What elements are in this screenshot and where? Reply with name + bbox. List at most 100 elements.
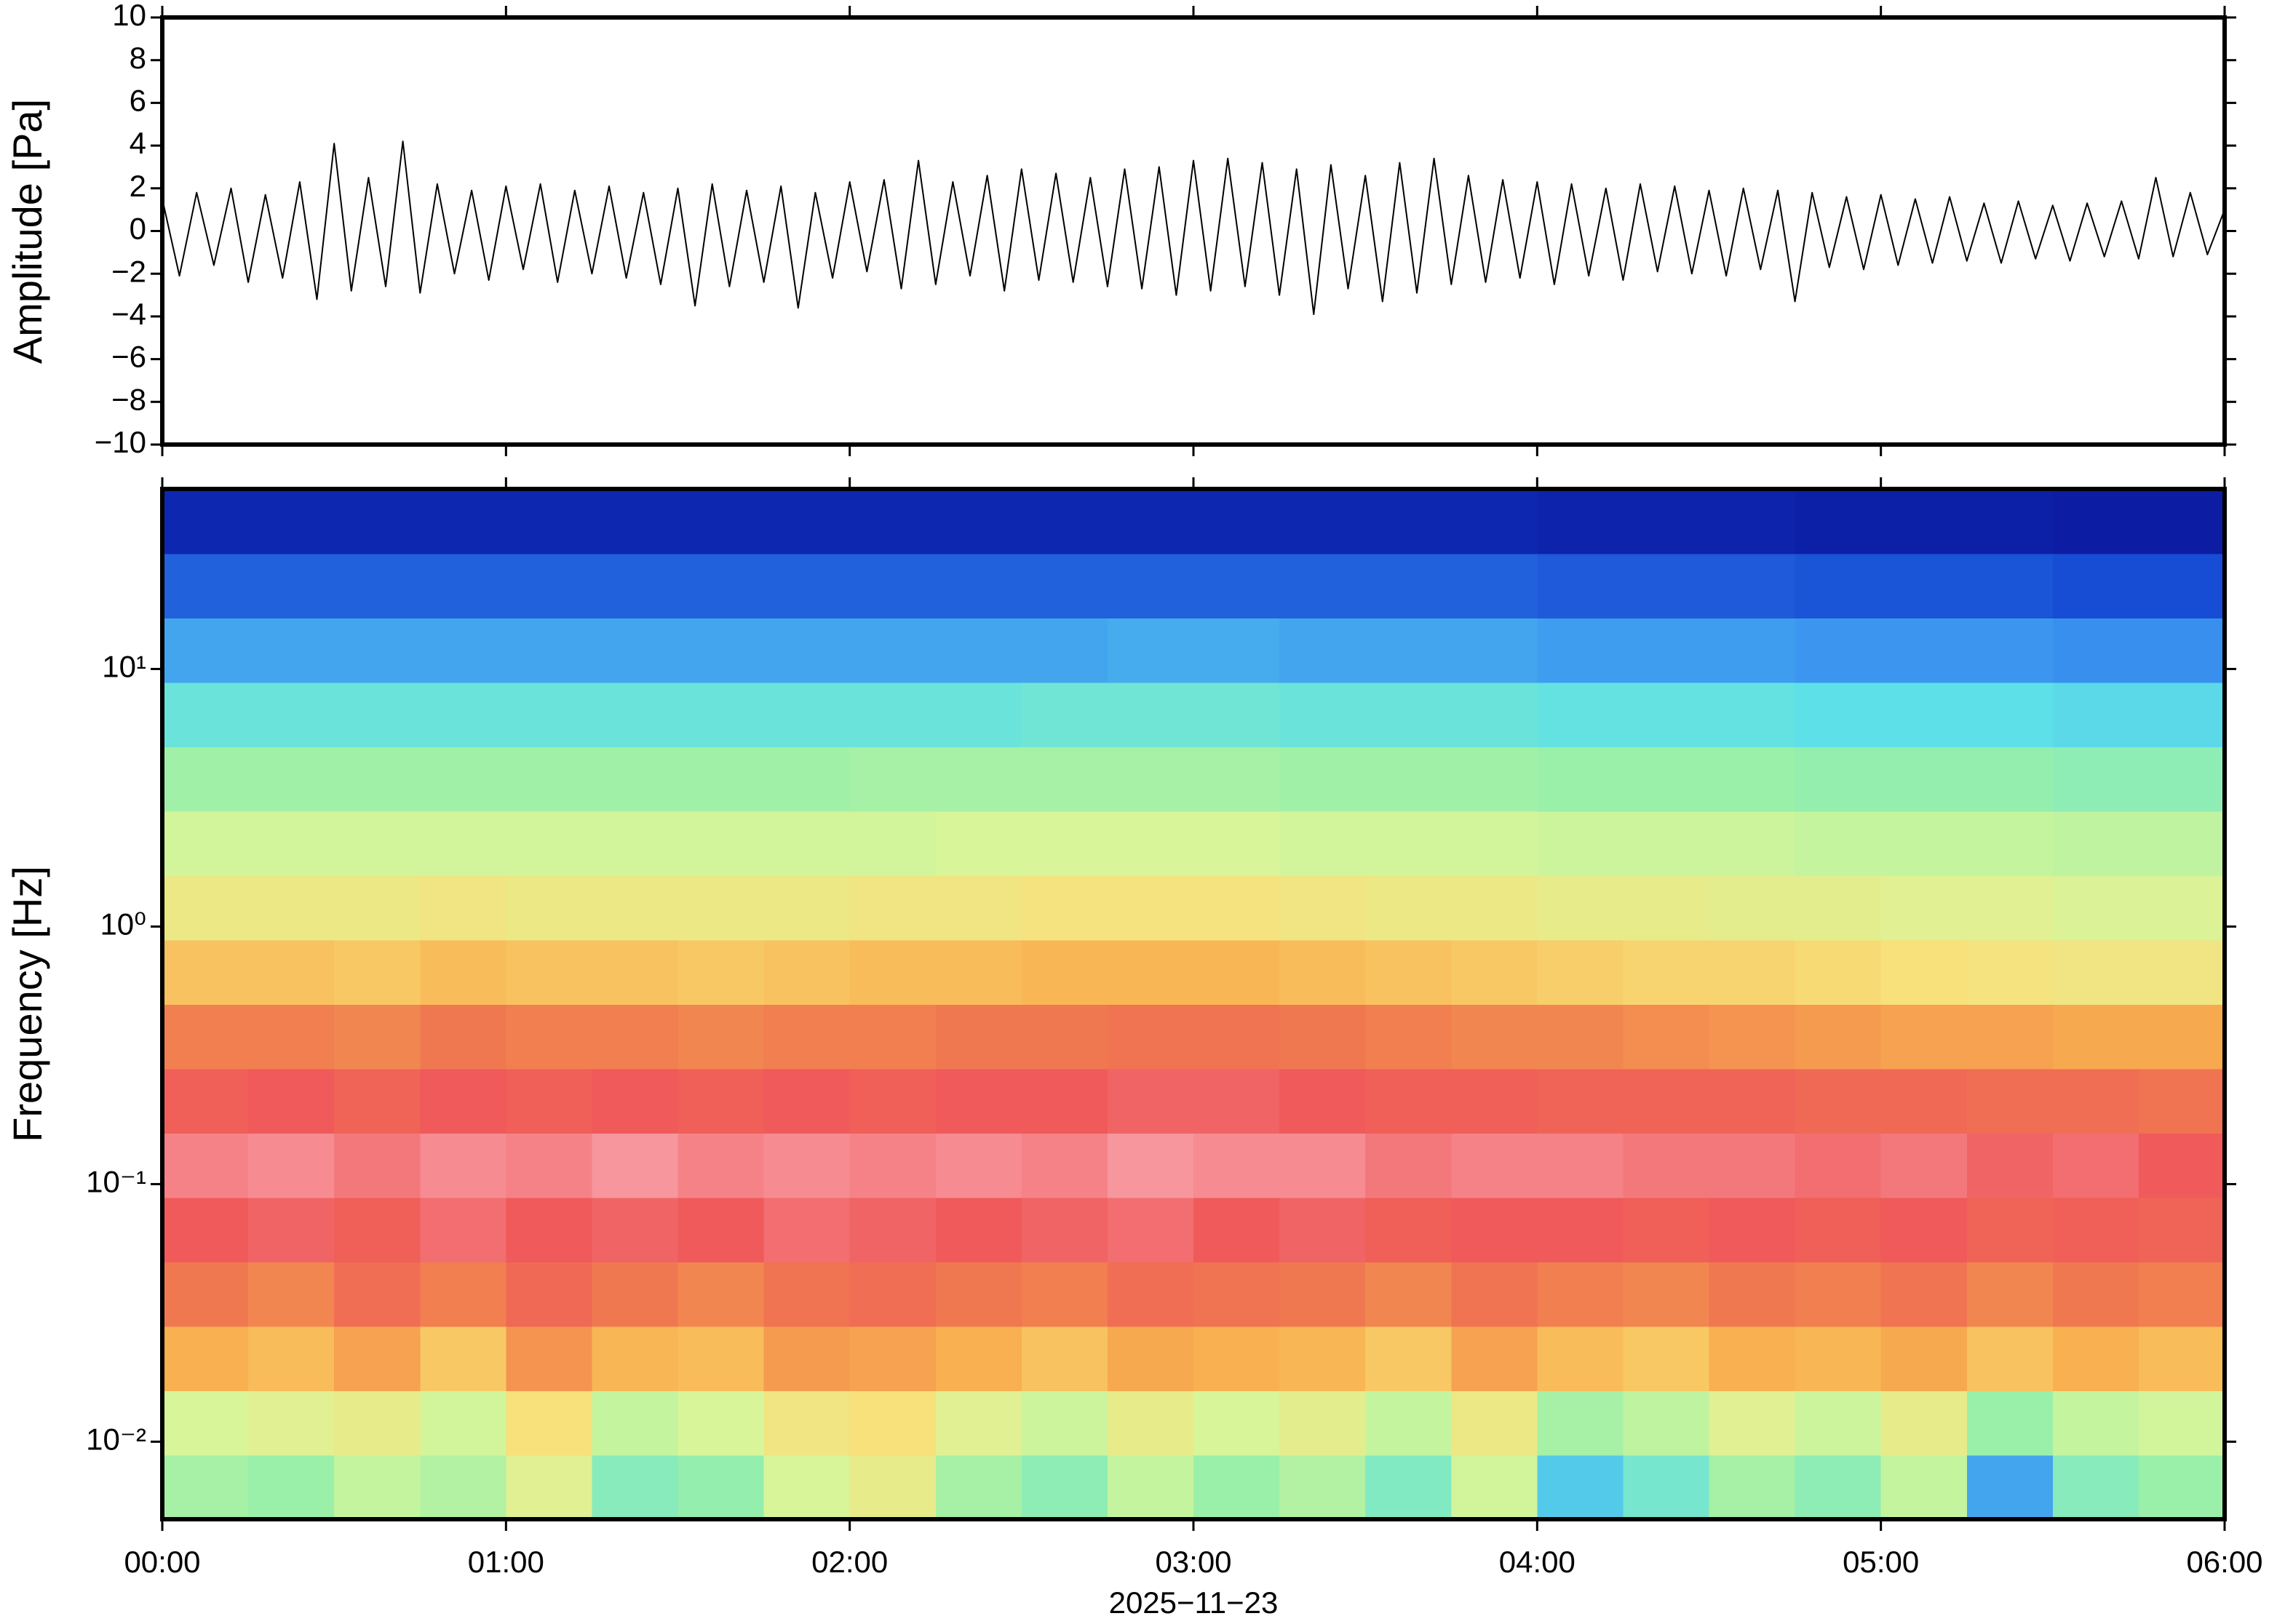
spectrogram-cell [1451,1326,1538,1392]
spectrogram-cell [248,1133,335,1198]
spectrogram-cell [1537,618,1624,683]
spectrogram-cell [248,1390,335,1456]
spectrogram-cell [1021,1004,1108,1070]
spectrogram-cell [2052,1004,2139,1070]
spectrogram-cell [1451,875,1538,941]
spectrogram-cell [935,939,1022,1005]
spectrogram-cell [2138,1262,2225,1327]
spectrogram-cell [1365,682,1453,747]
spectrogram-cell [763,1326,851,1392]
spectrogram-cell [506,489,593,554]
spectrogram-cell [1623,1454,1710,1520]
spectrogram-cell [1537,1133,1624,1198]
spectrogram-cell [1279,682,1367,747]
spectrogram-cell [1021,811,1108,877]
spectrogram-cell [1021,875,1108,941]
spectrogram-cell [1709,939,1796,1005]
y-tick-label: 10⁰ [100,907,146,942]
spectrogram-cell [677,747,765,812]
spectrogram-cell [334,1197,421,1262]
spectrogram-cell [1107,875,1194,941]
spectrogram-cell [2052,553,2139,619]
spectrogram-cell [2052,1197,2139,1262]
spectrogram-cell [248,1197,335,1262]
spectrogram-cell [420,811,507,877]
spectrogram-cell [162,1068,250,1134]
spectrogram-cell [1279,1133,1367,1198]
spectrogram-cell [334,489,421,554]
spectrogram-cell [1795,553,1882,619]
spectrogram-cell [1279,1262,1367,1327]
spectrogram-cell [1537,1068,1624,1134]
spectrogram-cell [1021,1133,1108,1198]
spectrogram-cell [1709,1326,1796,1392]
y-tick-label: −6 [111,340,146,374]
spectrogram-cell [1709,489,1796,554]
spectrogram-cell [1021,489,1108,554]
spectrogram-cell [1880,1197,1968,1262]
spectrogram-cell [935,682,1022,747]
spectrogram-cell [1966,1068,2054,1134]
spectrogram-cell [1021,553,1108,619]
spectrogram-cell [162,811,250,877]
spectrogram-cell [1966,1390,2054,1456]
spectrogram-cell [1021,747,1108,812]
spectrogram-cell [248,747,335,812]
spectrogram-cell [1107,1326,1194,1392]
spectrogram-cell [1966,618,2054,683]
spectrogram-cell [420,1262,507,1327]
spectrogram-cell [677,1197,765,1262]
spectrogram-cell [592,1197,679,1262]
spectrogram-cell [677,1133,765,1198]
spectrogram-cell [2138,553,2225,619]
spectrogram-cell [1365,1390,1453,1456]
spectrogram-cell [849,618,937,683]
spectrogram-cell [1193,939,1281,1005]
x-tick-label: 05:00 [1843,1545,1919,1579]
spectrogram-cell [506,939,593,1005]
spectrogram-cell [1193,811,1281,877]
spectrogram-cell [1966,682,2054,747]
spectrogram-cell [162,747,250,812]
spectrogram-cell [1365,875,1453,941]
spectrogram-cell [1193,682,1281,747]
spectrogram-cell [1623,1326,1710,1392]
spectrogram-cell [592,1262,679,1327]
spectrogram-cell [2138,747,2225,812]
spectrogram-cell [2052,618,2139,683]
spectrogram-cell [162,489,250,554]
spectrogram-cell [1537,1197,1624,1262]
spectrogram-cell [763,747,851,812]
spectrogram-cell [420,1390,507,1456]
spectrogram-cell [1021,618,1108,683]
spectrogram-cell [1365,1197,1453,1262]
spectrogram-cell [1537,747,1624,812]
spectrogram-cell [1107,747,1194,812]
spectrogram-cell [1365,1262,1453,1327]
spectrogram-cell [849,682,937,747]
spectrogram-cell [248,1262,335,1327]
spectrogram-cell [248,489,335,554]
spectrogram-cell [1451,1454,1538,1520]
spectrogram-cell [1193,618,1281,683]
spectrogram-cell [763,811,851,877]
spectrogram-cell [1880,489,1968,554]
spectrogram-cell [2052,1262,2139,1327]
spectrogram-cell [248,682,335,747]
spectrogram-cell [763,1454,851,1520]
spectrogram-cell [2052,682,2139,747]
spectrogram-cell [506,682,593,747]
y-tick-label: 6 [130,83,146,117]
spectrogram-cell [420,1326,507,1392]
spectrogram-cell [1880,1004,1968,1070]
spectrogram-cell [677,875,765,941]
spectrogram-cell [334,618,421,683]
spectrogram-cell [506,618,593,683]
spectrogram-cell [677,553,765,619]
spectrogram-cell [1107,1133,1194,1198]
spectrogram-cell [162,1326,250,1392]
spectrogram-cell [1279,1454,1367,1520]
spectrogram-cell [1193,747,1281,812]
spectrogram-cell [592,1004,679,1070]
